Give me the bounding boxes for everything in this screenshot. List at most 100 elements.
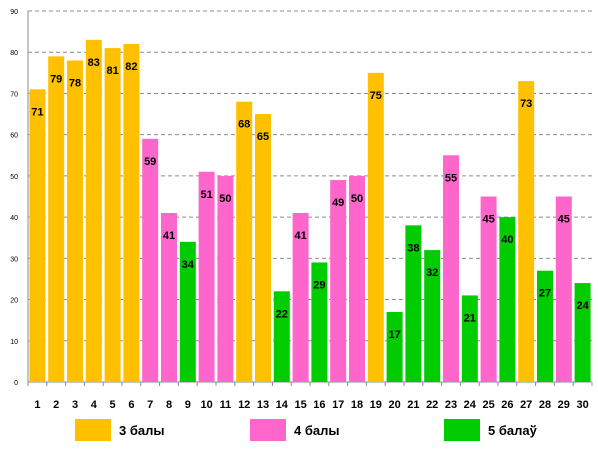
data-label: 51 [200,189,212,201]
bars [29,39,591,383]
data-label: 17 [388,329,400,341]
bar [349,175,365,382]
x-tick-label: 2 [53,399,59,411]
data-label: 75 [370,90,382,102]
data-label: 41 [163,230,175,242]
bar [29,89,46,383]
x-tick-labels: 1 2 3 4 5 6 7 8 9 10 11 12 13 14 15 16 17 18 19 20 21 22 23 24 2… [34,399,588,411]
x-tick-label: 3 [72,399,78,411]
data-label: 71 [31,106,43,118]
x-tick-label: 23 [445,399,457,411]
data-label: 73 [520,98,532,110]
bar [574,283,591,382]
x-tick-label: 16 [313,399,325,411]
x-tick-label: 15 [294,399,306,411]
bar [499,217,516,382]
x-tick-label: 25 [482,399,494,411]
data-label: 24 [576,300,589,312]
x-tick-label: 21 [407,399,419,411]
x-tick-label: 9 [185,399,191,411]
bar [537,270,553,382]
y-tick-label: 70 [10,91,18,98]
data-label: 45 [558,214,570,226]
bar [142,138,159,382]
axes [27,11,593,386]
x-tick-label: 13 [257,399,269,411]
legend-swatch-4 [250,419,286,441]
legend-swatch-3 [75,419,111,441]
x-tick-label: 6 [128,399,134,411]
x-tick-label: 5 [110,399,116,411]
bar [179,241,196,382]
x-tick-label: 14 [276,399,289,411]
y-tick-label: 0 [14,380,18,387]
legend-swatch-5 [444,419,480,441]
y-tick-labels: 0 10 20 30 40 50 60 70 80 90 [10,9,18,387]
bar [555,196,572,382]
bar [367,72,384,382]
x-tick-label: 7 [147,399,153,411]
bar [217,175,234,382]
x-tick-label: 26 [501,399,513,411]
data-label: 27 [539,288,551,300]
grid-lines [28,10,592,342]
legend-label-3: 3 балы [119,422,165,438]
data-label: 34 [182,259,195,271]
bar [311,262,328,382]
x-tick-label: 19 [370,399,382,411]
bar [236,101,253,382]
data-label: 65 [257,131,269,143]
data-label: 32 [426,267,438,279]
bar [405,225,422,382]
x-tick-label: 22 [426,399,438,411]
x-tick-label: 8 [166,399,172,411]
legend-item-3: 3 балы [75,419,164,441]
data-label: 40 [501,234,513,246]
bar [123,43,140,382]
data-label: 49 [332,197,344,209]
bar [198,171,215,382]
bar [424,250,441,382]
data-label: 45 [482,214,494,226]
bar [161,212,177,382]
x-tick-label: 30 [576,399,588,411]
x-tick-label: 18 [351,399,363,411]
data-label: 59 [144,156,156,168]
data-labels: 71 79 78 83 81 82 59 41 34 51 50 68 65 22 41 29 49 50 75 17… [31,57,589,341]
bar [67,60,83,382]
x-tick-label: 11 [220,399,232,411]
y-tick-label: 60 [10,133,18,140]
data-label: 22 [276,308,288,320]
y-tick-label: 30 [10,256,18,263]
bar [386,311,403,382]
y-tick-label: 20 [10,298,18,305]
bar [443,155,459,382]
bar [48,56,65,382]
x-tick-label: 4 [91,399,98,411]
x-tick-label: 24 [464,399,477,411]
legend-label-4: 4 балы [294,422,340,438]
y-tick-label: 80 [10,50,18,57]
y-tick-label: 10 [10,339,18,346]
data-label: 50 [351,193,363,205]
y-tick-label: 90 [10,9,18,16]
bar [518,81,535,383]
x-tick-label: 20 [388,399,400,411]
bar [292,212,309,382]
x-tick-label: 29 [558,399,570,411]
bar [85,39,102,382]
x-tick-label: 28 [539,399,551,411]
data-label: 83 [88,57,100,69]
bar [480,196,497,382]
bar [330,180,347,382]
legend-label-5: 5 балаў [488,422,537,438]
bar [461,295,478,382]
x-tick-label: 17 [332,399,344,411]
data-label: 68 [238,119,250,131]
legend-item-4: 4 балы [250,419,339,441]
x-tick-label: 27 [520,399,532,411]
data-label: 21 [464,312,476,324]
y-tick-label: 50 [10,174,18,181]
data-label: 55 [445,172,457,184]
